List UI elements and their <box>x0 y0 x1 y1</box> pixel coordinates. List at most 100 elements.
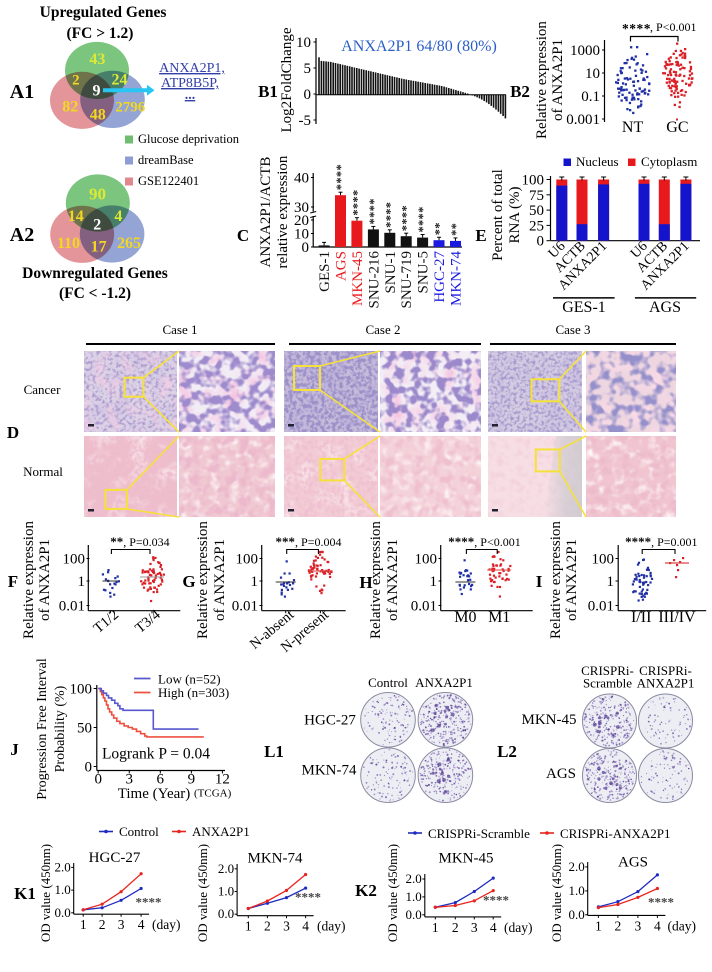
svg-text:Cytoplasm: Cytoplasm <box>641 154 697 169</box>
svg-text:3: 3 <box>118 917 125 932</box>
svg-text:A1: A1 <box>10 81 34 103</box>
svg-text:AGS: AGS <box>334 251 350 281</box>
svg-text:17: 17 <box>91 239 107 256</box>
svg-text:ANXA2P1 64/80 (80%): ANXA2P1 64/80 (80%) <box>341 38 497 55</box>
svg-text:(FC > 1.2): (FC > 1.2) <box>67 25 134 42</box>
svg-text:ANXA2P1/ACTB: ANXA2P1/ACTB <box>258 157 274 268</box>
svg-text:HGC-27: HGC-27 <box>432 251 448 303</box>
svg-text:Logrank P = 0.04: Logrank P = 0.04 <box>102 746 210 763</box>
svg-text:High (n=303): High (n=303) <box>158 685 229 700</box>
svg-text:****: **** <box>622 21 651 36</box>
svg-text:CRISPRi-Scramble: CRISPRi-Scramble <box>428 826 530 841</box>
svg-text:Nucleus: Nucleus <box>576 154 619 169</box>
svg-text:****: **** <box>334 164 348 190</box>
svg-text:**: ** <box>110 534 123 549</box>
svg-text:OD value (450nm): OD value (450nm) <box>385 844 400 942</box>
svg-text:2: 2 <box>99 917 106 932</box>
svg-text:III/IV: III/IV <box>658 609 696 626</box>
svg-text:K1: K1 <box>14 884 36 903</box>
svg-text:40: 40 <box>294 171 309 187</box>
svg-text:****: **** <box>350 189 364 215</box>
svg-text:MKN-74: MKN-74 <box>448 251 464 306</box>
svg-text:3: 3 <box>471 920 478 935</box>
svg-text:Relative expression: Relative expression <box>548 521 564 639</box>
svg-text:J: J <box>10 740 19 759</box>
svg-text:MKN-74: MKN-74 <box>248 851 303 867</box>
svg-text:-5: -5 <box>299 113 312 129</box>
svg-text:AGS: AGS <box>649 299 681 316</box>
svg-text:***: *** <box>276 534 296 549</box>
svg-text:0.0: 0.0 <box>54 905 70 920</box>
svg-text:1: 1 <box>80 917 87 932</box>
svg-text:0.01: 0.01 <box>232 599 258 615</box>
svg-text:Relative expression: Relative expression <box>368 521 384 639</box>
svg-text:K2: K2 <box>355 881 377 900</box>
svg-text:relative expression: relative expression <box>275 155 291 268</box>
svg-text:Case 2: Case 2 <box>365 322 400 337</box>
svg-text:100: 100 <box>63 552 86 568</box>
svg-text:Control: Control <box>119 824 159 839</box>
svg-text:0.01: 0.01 <box>411 599 437 615</box>
svg-text:M1: M1 <box>488 609 510 626</box>
svg-text:HGC-27: HGC-27 <box>304 713 356 729</box>
svg-text:****: **** <box>416 206 430 232</box>
svg-text:of ANXA2P1: of ANXA2P1 <box>550 39 566 121</box>
svg-text:0.1: 0.1 <box>581 89 600 105</box>
svg-text:Downregulated Genes: Downregulated Genes <box>22 265 168 282</box>
svg-text:of ANXA2P1: of ANXA2P1 <box>385 539 401 621</box>
svg-text:Scramble: Scramble <box>583 676 632 691</box>
svg-text:0.0: 0.0 <box>406 907 422 922</box>
svg-text:2: 2 <box>452 920 459 935</box>
svg-text:1.0: 1.0 <box>54 882 70 897</box>
svg-text:1: 1 <box>607 574 615 590</box>
svg-text:M0: M0 <box>454 609 476 626</box>
svg-text:L2: L2 <box>497 742 517 761</box>
svg-text:1: 1 <box>432 920 439 935</box>
svg-text:2.0: 2.0 <box>406 871 422 886</box>
svg-text:dreamBase: dreamBase <box>138 153 194 167</box>
svg-text:Probability (%): Probability (%) <box>53 685 68 772</box>
svg-text:2.0: 2.0 <box>568 859 584 874</box>
svg-text:RNA (%): RNA (%) <box>507 186 523 243</box>
svg-text:Upregulated Genes: Upregulated Genes <box>40 4 167 21</box>
svg-text:75: 75 <box>529 188 544 204</box>
svg-text:of ANXA2P1: of ANXA2P1 <box>212 539 228 621</box>
svg-text:E: E <box>475 226 486 245</box>
svg-text:1000: 1000 <box>570 43 600 59</box>
svg-text:100: 100 <box>70 682 93 698</box>
svg-text:ANXA2P1: ANXA2P1 <box>415 675 473 690</box>
svg-text:0: 0 <box>85 760 93 776</box>
svg-text:43: 43 <box>89 51 105 68</box>
svg-text:3: 3 <box>635 918 642 933</box>
svg-text:A2: A2 <box>10 224 34 246</box>
svg-text:ANXA2P1: ANXA2P1 <box>637 676 695 691</box>
svg-text:Relative expression: Relative expression <box>21 521 37 639</box>
svg-text:0.001: 0.001 <box>566 112 600 128</box>
svg-text:Progression Free Interval: Progression Free Interval <box>35 658 50 800</box>
svg-text:**: ** <box>449 223 463 236</box>
svg-text:AGS: AGS <box>618 855 648 871</box>
svg-text:0.0: 0.0 <box>218 906 234 921</box>
svg-text:25: 25 <box>529 218 544 234</box>
svg-text:MKN-45: MKN-45 <box>350 251 366 306</box>
svg-text:48: 48 <box>90 107 106 124</box>
svg-text:HGC-27: HGC-27 <box>89 850 141 866</box>
svg-text:50: 50 <box>529 203 544 219</box>
svg-text:0.0: 0.0 <box>568 907 584 922</box>
svg-text:4: 4 <box>654 918 661 933</box>
svg-text:B2: B2 <box>510 82 530 101</box>
svg-text:Log2FoldChange: Log2FoldChange <box>279 27 295 132</box>
svg-text:MKN-74: MKN-74 <box>302 763 357 779</box>
svg-text:SNU-719: SNU-719 <box>399 251 415 309</box>
svg-text:1: 1 <box>595 918 602 933</box>
svg-text:, P<0.001: , P<0.001 <box>474 535 520 549</box>
svg-text:, P=0.034: , P=0.034 <box>123 535 169 549</box>
svg-text:C: C <box>237 226 249 245</box>
svg-text:2: 2 <box>615 918 622 933</box>
svg-text:Percent of total: Percent of total <box>490 169 506 261</box>
svg-text:****: **** <box>295 890 321 905</box>
svg-text:I: I <box>536 572 543 591</box>
svg-text:...: ... <box>185 88 196 103</box>
svg-text:Normal: Normal <box>23 464 63 479</box>
svg-text:OD value (450nm): OD value (450nm) <box>195 844 210 942</box>
